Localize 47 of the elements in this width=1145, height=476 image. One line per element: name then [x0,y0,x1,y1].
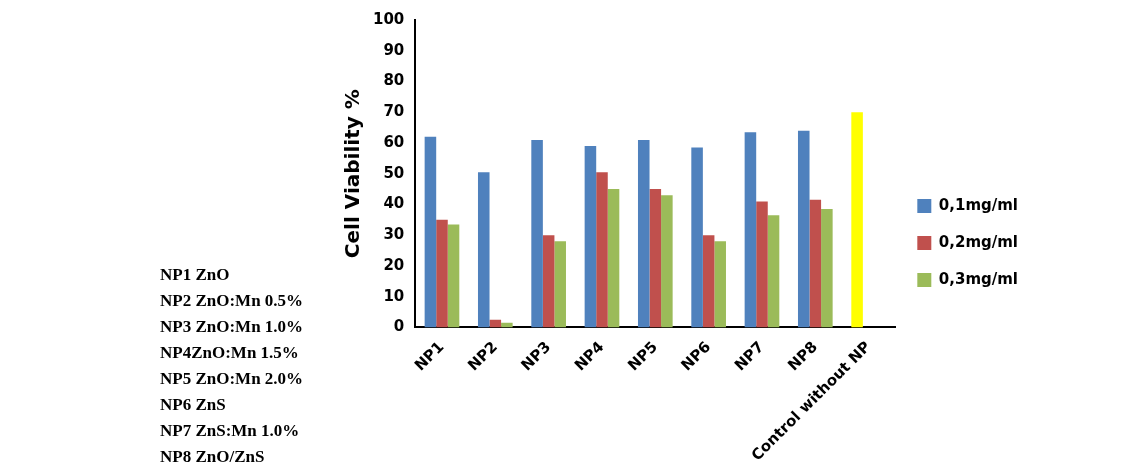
bar [436,219,448,328]
text: NP4ZnO:Mn 1.5% [160,342,300,364]
y-tick-label: 30 [383,225,405,244]
bar [447,224,460,328]
text: NP6 ZnS [160,394,227,416]
y-tick-label: 40 [383,194,405,213]
y-tick-label: 20 [383,255,405,274]
bar [809,199,822,328]
bar [501,322,513,328]
text: NP3 ZnO:Mn 1.0% [160,316,304,338]
legend-label: 0,2mg/ml [938,232,1019,251]
bar [477,172,490,328]
bar [584,146,597,328]
bar [691,147,703,328]
bar [702,235,715,328]
bar [767,215,780,328]
bar [554,241,566,328]
legend-label: 0,3mg/ml [938,269,1019,288]
bar [596,172,608,328]
text: NP2 ZnO:Mn 0.5% [160,290,304,312]
bar [821,209,833,328]
text: NP5 ZnO:Mn 2.0% [160,368,304,390]
y-axis-title: Cell Viability % [340,89,365,259]
bar [424,136,437,328]
bar [797,130,810,328]
y-tick-label: 100 [373,9,405,28]
bar [649,189,662,328]
y-tick-label: 50 [383,163,405,182]
y-tick-label: 10 [383,286,405,305]
text: NP7 ZnS:Mn 1.0% [160,420,301,442]
bar [714,241,726,328]
legend-label: 0,1mg/ml [938,195,1019,214]
text: NP1 ZnO [160,264,231,286]
bar [661,195,673,328]
text: NP8 ZnO/ZnS [160,446,266,468]
y-tick-label: 60 [383,132,405,151]
y-tick-label: 70 [383,102,405,121]
y-tick-label: 90 [383,40,405,59]
bar [744,132,757,328]
bar [637,139,650,328]
bar [756,201,768,328]
y-tick-label: 80 [383,71,405,90]
bar [531,139,543,328]
bar [542,235,555,328]
bar [607,189,620,328]
y-tick-label: 0 [393,317,405,336]
bar [851,112,863,328]
